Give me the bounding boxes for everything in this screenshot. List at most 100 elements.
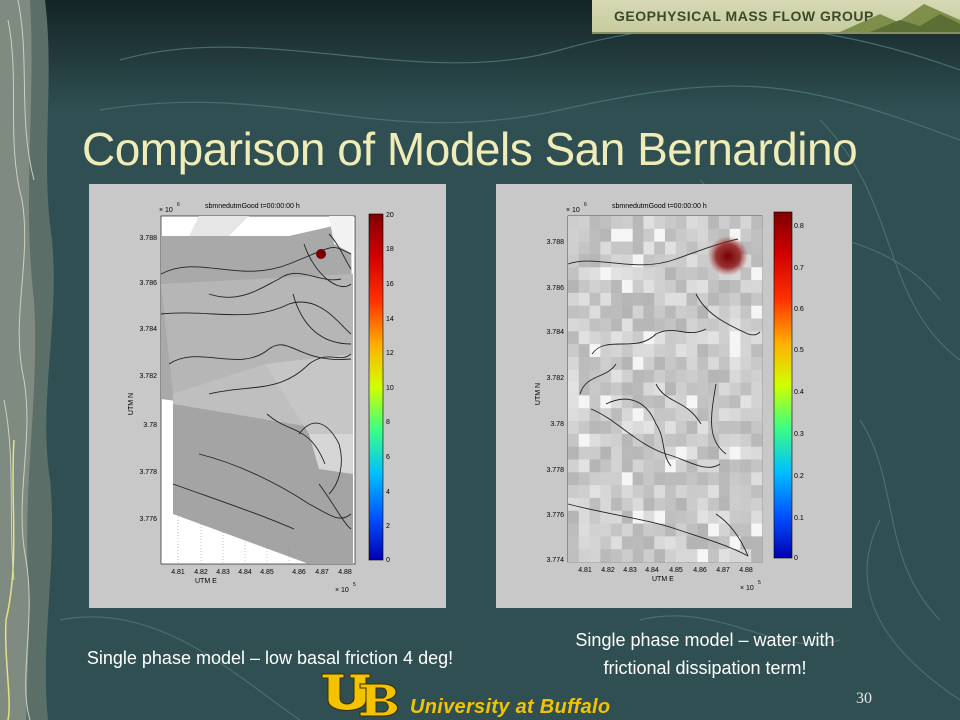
- grid-cell: [665, 523, 677, 537]
- grid-cell: [578, 497, 590, 512]
- grid-cell: [708, 408, 720, 422]
- grid-cell: [751, 421, 763, 435]
- grid-cell: [686, 408, 698, 422]
- x-tick: 4.88: [338, 569, 352, 576]
- grid-cell: [611, 408, 623, 422]
- grid-cell: [740, 356, 752, 371]
- grid-cell: [589, 472, 601, 486]
- grid-cell: [686, 280, 698, 294]
- grid-cell: [675, 280, 687, 294]
- grid-cell: [568, 408, 580, 422]
- grid-cell: [568, 395, 580, 409]
- y-exponent-label: × 10: [566, 207, 580, 214]
- grid-cell: [611, 523, 623, 537]
- grid-cell: [751, 318, 763, 332]
- grid-cell: [740, 395, 752, 409]
- grid-cell: [611, 369, 623, 383]
- grid-cell: [568, 433, 580, 447]
- grid-cell: [621, 267, 633, 281]
- grid-cell: [675, 395, 687, 409]
- grid-cell: [568, 292, 580, 306]
- x-axis-label: UTM E: [195, 578, 217, 585]
- grid-cell: [632, 292, 644, 306]
- grid-cell: [675, 318, 687, 332]
- x-exponent-label: × 10: [335, 587, 349, 594]
- grid-cell: [665, 369, 677, 383]
- colorbar-ticks-left: 20 18 16 14 12 10 8 6 4 2 0: [386, 212, 394, 564]
- grid-cell: [718, 216, 730, 230]
- x-exponent: 5: [353, 582, 356, 588]
- grid-cell: [632, 459, 644, 473]
- grid-cell: [686, 305, 698, 319]
- grid-cell: [578, 549, 590, 563]
- grid-cell: [589, 408, 601, 422]
- grid-cell: [654, 433, 666, 447]
- x-tick: 4.84: [645, 567, 659, 574]
- grid-cell: [589, 216, 601, 230]
- grid-cell: [568, 280, 580, 294]
- grid-cell: [665, 344, 677, 358]
- grid-cell: [643, 549, 655, 563]
- colorbar-tick: 0: [386, 557, 390, 564]
- grid-cell: [675, 433, 687, 447]
- grid-cell: [568, 241, 580, 255]
- grid-cell: [654, 292, 666, 306]
- grid-cell: [621, 254, 633, 268]
- grid-cell: [697, 549, 709, 563]
- grid-cell: [729, 356, 741, 371]
- grid-cell: [632, 510, 644, 524]
- grid-cell: [654, 497, 666, 512]
- grid-cell: [686, 318, 698, 332]
- colorbar-tick: 0.1: [794, 515, 804, 522]
- grid-cell: [632, 305, 644, 319]
- grid-cell: [708, 216, 720, 230]
- grid-cell: [568, 523, 580, 537]
- grid-cell: [675, 446, 687, 460]
- grid-cell: [568, 497, 580, 512]
- grid-cell: [708, 292, 720, 306]
- grid-cell: [665, 382, 677, 396]
- grid-cell: [632, 421, 644, 435]
- grid-cell: [686, 485, 698, 499]
- caption-right: Single phase model – water with friction…: [540, 626, 870, 682]
- grid-cell: [600, 497, 612, 512]
- grid-cell: [686, 433, 698, 447]
- grid-cell: [589, 446, 601, 460]
- grid-cell: [589, 318, 601, 332]
- grid-cell: [589, 536, 601, 550]
- grid-cell: [675, 459, 687, 473]
- grid-cell: [643, 395, 655, 409]
- grid-cell: [643, 228, 655, 242]
- grid-cell: [654, 395, 666, 409]
- grid-cell: [600, 267, 612, 281]
- grid-cell: [643, 421, 655, 435]
- grid-cell: [611, 356, 623, 371]
- grid-cell: [611, 254, 623, 268]
- grid-cell: [686, 395, 698, 409]
- grid-cell: [578, 536, 590, 550]
- grid-cell: [643, 485, 655, 499]
- grid-cell: [611, 216, 623, 230]
- grid-cell: [675, 549, 687, 563]
- grid-cell: [686, 472, 698, 486]
- grid-cell: [654, 356, 666, 371]
- grid-cell: [665, 485, 677, 499]
- grid-cell: [718, 433, 730, 447]
- grid-cell: [643, 446, 655, 460]
- grid-cell: [686, 241, 698, 255]
- grid-cell: [665, 292, 677, 306]
- grid-cell: [729, 344, 741, 358]
- grid-cell: [708, 305, 720, 319]
- grid-cell: [708, 485, 720, 499]
- grid-cell: [751, 549, 763, 563]
- grid-cell: [654, 369, 666, 383]
- grid-cell: [600, 305, 612, 319]
- grid-cell: [654, 254, 666, 268]
- grid-cell: [589, 228, 601, 242]
- grid-cell: [740, 267, 752, 281]
- grid-cell: [611, 267, 623, 281]
- grid-cell: [751, 356, 763, 371]
- grid-cell: [643, 305, 655, 319]
- grid-cell: [708, 267, 720, 281]
- colorbar-tick: 2: [386, 523, 390, 530]
